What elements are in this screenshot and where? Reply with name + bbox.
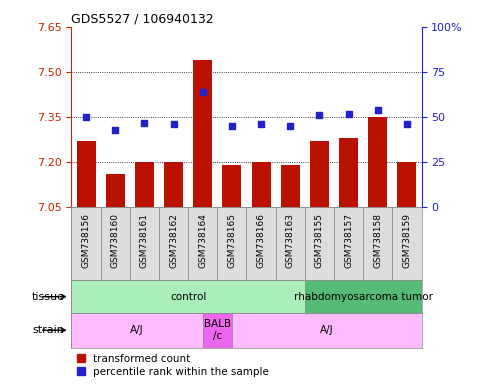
Bar [159,207,188,280]
Text: GSM738155: GSM738155 [315,213,324,268]
Point [170,121,177,127]
Bar [135,162,154,207]
Text: rhabdomyosarcoma tumor: rhabdomyosarcoma tumor [294,291,433,302]
Text: GSM738163: GSM738163 [286,213,295,268]
Bar [101,207,130,280]
Point [257,121,265,127]
Bar [397,162,417,207]
Point [228,123,236,129]
Bar [246,207,276,280]
Bar [164,162,183,207]
Bar [251,162,271,207]
Text: GSM738158: GSM738158 [373,213,382,268]
Bar [217,207,246,280]
Bar [305,280,422,313]
Bar [281,165,300,207]
Bar [310,141,329,207]
Text: strain: strain [33,325,65,335]
Bar [339,138,358,207]
Bar [305,207,334,280]
Text: GSM738156: GSM738156 [81,213,91,268]
Bar [130,207,159,280]
Text: GSM738165: GSM738165 [227,213,237,268]
Text: GSM738159: GSM738159 [402,213,412,268]
Text: A/J: A/J [130,325,144,335]
Text: GSM738160: GSM738160 [111,213,120,268]
Point [141,119,148,126]
Point [403,121,411,127]
Text: GSM738164: GSM738164 [198,213,207,268]
Bar [188,207,217,280]
Bar [71,313,203,348]
Bar [76,141,96,207]
Point [111,127,119,133]
Point [316,112,323,118]
Point [374,107,382,113]
Point [82,114,90,120]
Text: BALB
/c: BALB /c [204,319,231,341]
Bar [276,207,305,280]
Text: GSM738161: GSM738161 [140,213,149,268]
Text: GSM738162: GSM738162 [169,213,178,268]
Bar [106,174,125,207]
Bar [193,60,212,207]
Bar [71,280,305,313]
Bar [392,207,422,280]
Text: GSM738166: GSM738166 [256,213,266,268]
Point [286,123,294,129]
Text: tissue: tissue [32,291,65,302]
Point [199,89,207,95]
Legend: transformed count, percentile rank within the sample: transformed count, percentile rank withi… [77,354,269,377]
Text: GSM738157: GSM738157 [344,213,353,268]
Text: GDS5527 / 106940132: GDS5527 / 106940132 [71,13,214,26]
Text: control: control [170,291,207,302]
Bar [368,117,387,207]
Point [345,111,352,117]
Text: A/J: A/J [320,325,334,335]
Bar [232,313,422,348]
Bar [222,165,242,207]
Bar [71,207,101,280]
Bar [334,207,363,280]
Bar [363,207,392,280]
Bar [203,313,232,348]
